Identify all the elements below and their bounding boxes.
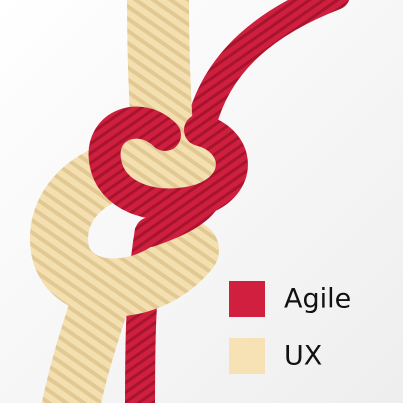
legend: Agile UX: [229, 281, 351, 374]
legend-swatch: [229, 281, 265, 317]
cream-knot: [30, 135, 219, 317]
legend-swatch: [229, 338, 265, 374]
red-rope-upper: [185, 0, 350, 145]
legend-label: Agile: [284, 284, 351, 315]
red-knot-loop: [88, 106, 248, 221]
legend-label: UX: [284, 341, 322, 372]
cream-rope-lower: [41, 261, 138, 403]
red-knot-tail: [135, 185, 220, 247]
